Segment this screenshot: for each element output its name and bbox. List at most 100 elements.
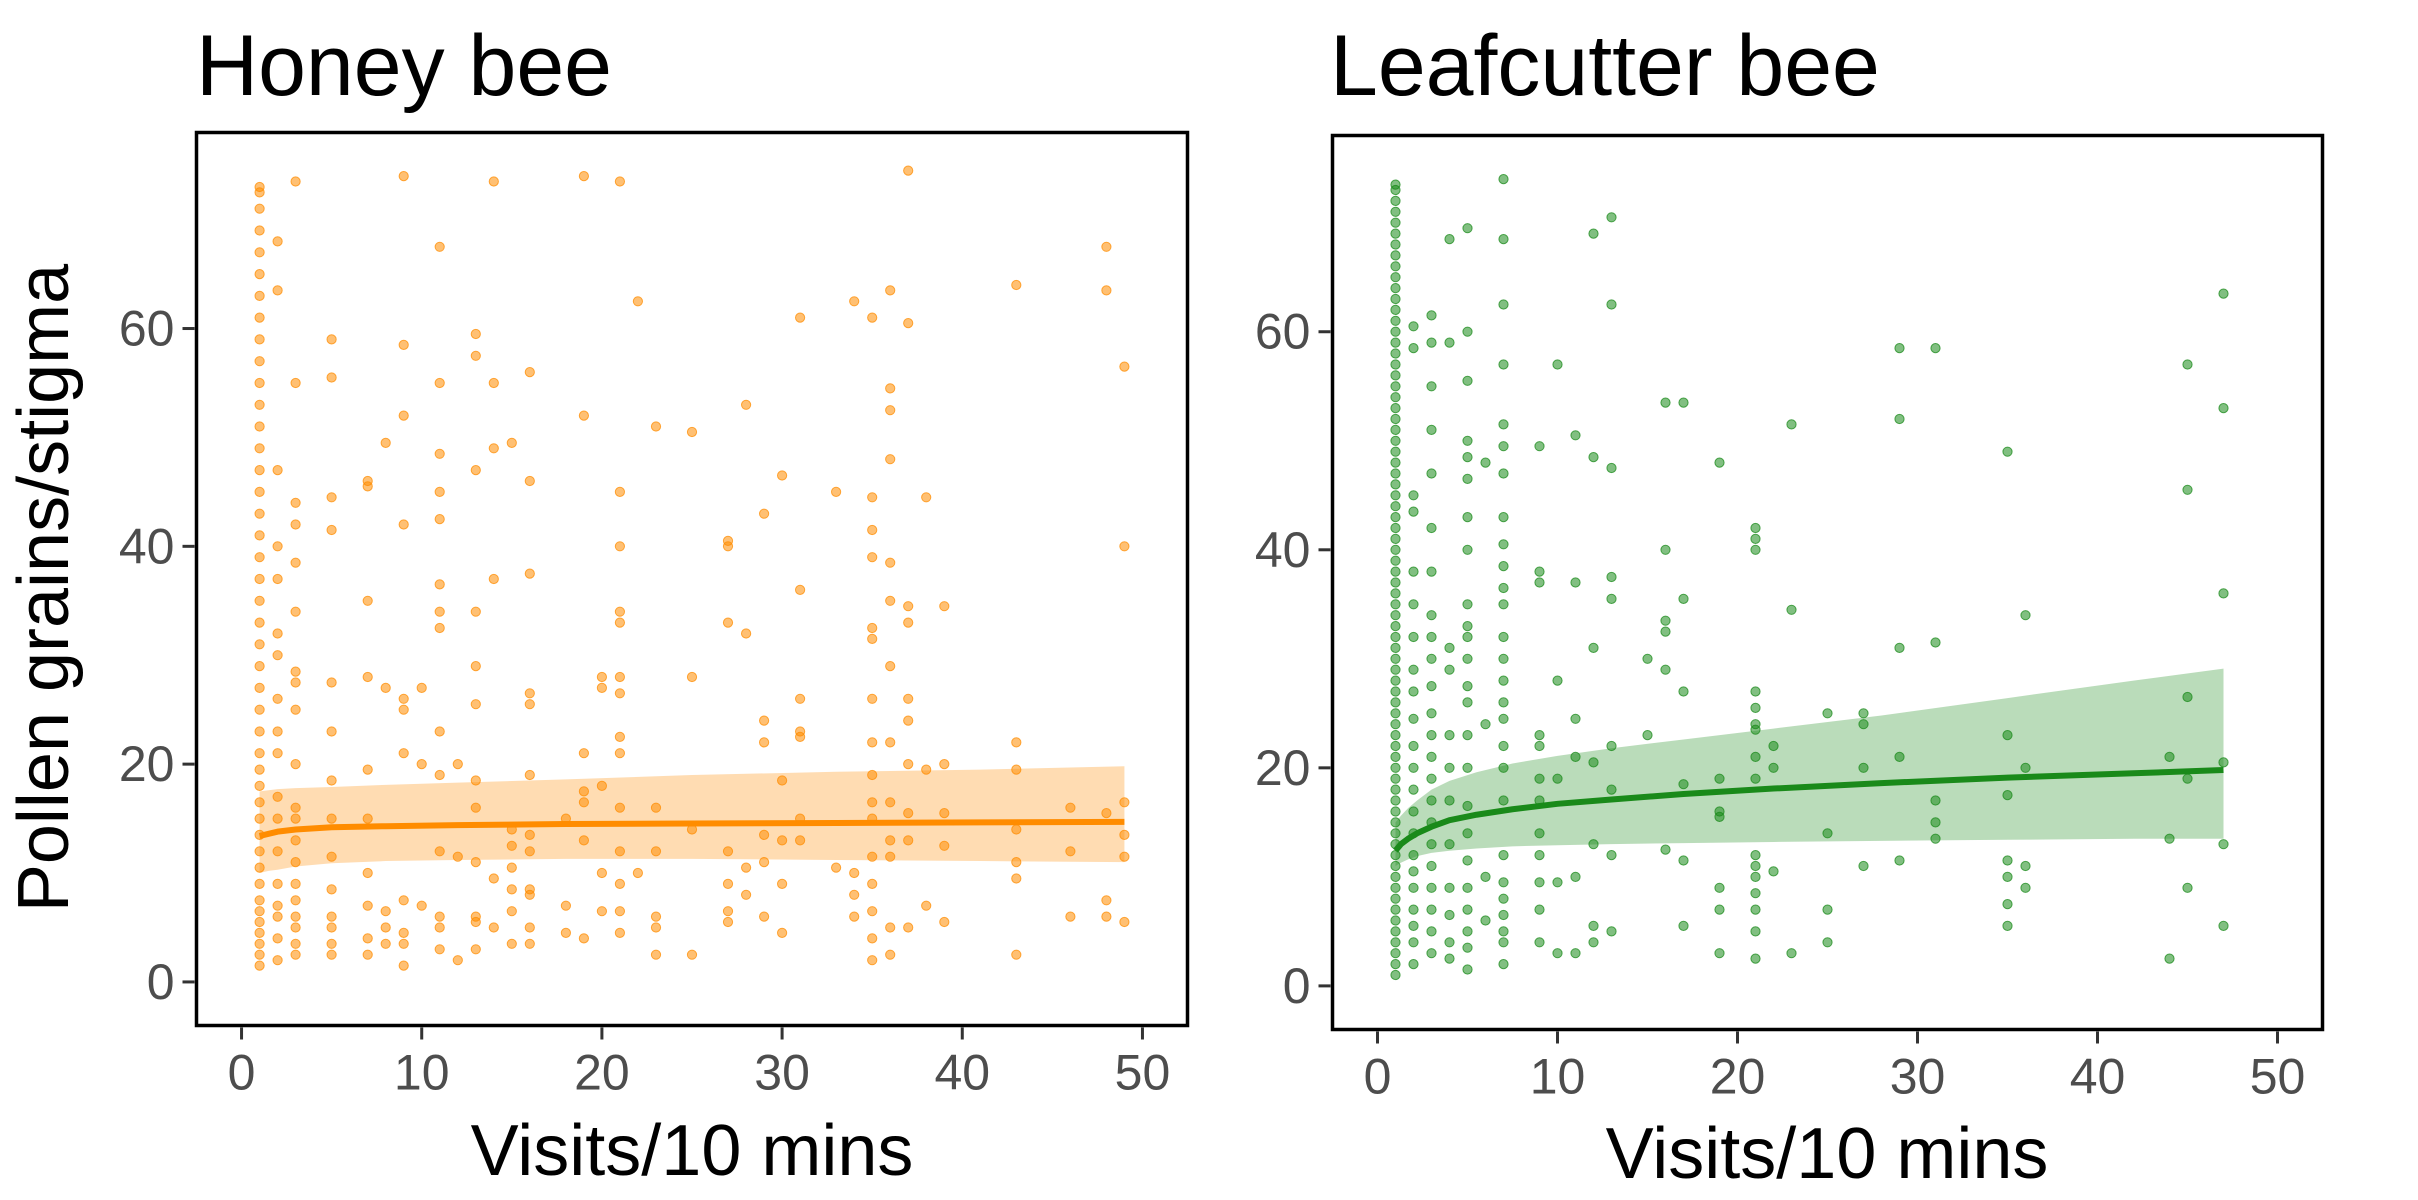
data-point [867,737,878,748]
data-point [1426,653,1437,664]
plot-area-leafcutter-bee [1390,174,2229,981]
data-point [741,628,752,639]
confidence-band [1395,668,2224,866]
data-point [1390,904,1401,915]
data-point [1426,337,1437,348]
data-point [1011,949,1022,960]
data-point [1462,599,1473,610]
data-point [1822,904,1833,915]
data-point [1750,888,1761,899]
data-point [290,497,301,508]
data-point [1390,348,1401,359]
data-point [1786,419,1797,430]
data-point [254,895,265,906]
data-point [867,552,878,563]
data-point [1606,926,1617,937]
data-point [1119,361,1130,372]
data-point [290,813,301,824]
data-point [254,377,265,389]
data-point [434,514,445,525]
y-tick-label: 20 [119,736,175,792]
data-point [488,443,499,454]
data-point [1390,795,1401,806]
data-point [254,927,265,939]
data-point [903,835,914,846]
data-point [1498,582,1509,594]
data-point [2182,484,2193,495]
data-point [1390,773,1401,784]
data-point [1390,566,1401,577]
data-point [1426,839,1437,850]
data-point [686,426,698,438]
data-point [524,922,535,933]
data-point [1390,959,1401,970]
data-point [470,944,481,955]
data-point [1390,293,1401,305]
data-point [398,410,409,421]
data-point [849,296,860,307]
data-point [1498,937,1509,948]
data-point [921,764,932,775]
data-point [1444,795,1455,806]
data-point [741,862,752,873]
data-point [1462,621,1473,632]
data-point [254,661,265,672]
data-point [885,454,896,465]
data-point [254,312,265,323]
data-point [1390,179,1401,190]
data-point [1750,871,1761,883]
data-point [1498,599,1509,610]
data-point [1390,730,1401,741]
data-point [254,960,265,971]
data-point [1750,850,1761,861]
data-point [1390,435,1401,446]
data-point [326,524,337,536]
data-point [2218,839,2229,850]
data-point [254,846,265,857]
data-point [1390,686,1401,697]
data-point [867,797,878,808]
data-point [524,568,535,579]
data-point [290,802,301,813]
data-point [1101,808,1112,819]
data-point [326,492,337,503]
data-point [1426,751,1437,763]
data-point [1390,784,1401,795]
plot-frame-leafcutter-bee [1330,133,2325,1032]
x-tick-label: 0 [1364,1049,1392,1105]
data-point [416,682,427,694]
data-point [1408,566,1419,577]
data-point [1858,708,1869,719]
data-point [1408,866,1419,877]
data-point [2002,871,2013,883]
data-point [759,829,770,841]
data-point [470,802,481,813]
data-point [777,775,788,786]
data-point [1408,882,1419,893]
data-point [1119,916,1130,928]
data-point [1390,370,1401,381]
data-point [1534,740,1545,752]
data-point [380,437,391,448]
data-point [1426,730,1437,741]
data-point [921,900,932,911]
data-point [1750,860,1761,872]
data-point [362,475,373,487]
data-point [1588,920,1599,932]
y-tick-label: 40 [1255,522,1311,578]
data-point [1570,430,1581,441]
data-point [1858,719,1869,730]
y-tick-label: 20 [1255,740,1311,796]
data-point [326,372,337,383]
data-point [1390,653,1401,664]
data-point [614,878,626,890]
data-point [290,519,301,530]
data-point [867,851,878,862]
data-point [759,715,770,726]
data-point [1444,642,1455,654]
data-point [885,737,896,748]
data-point [1678,855,1689,866]
data-point [1390,882,1401,893]
data-point [1894,855,1905,866]
data-point [1101,241,1112,252]
